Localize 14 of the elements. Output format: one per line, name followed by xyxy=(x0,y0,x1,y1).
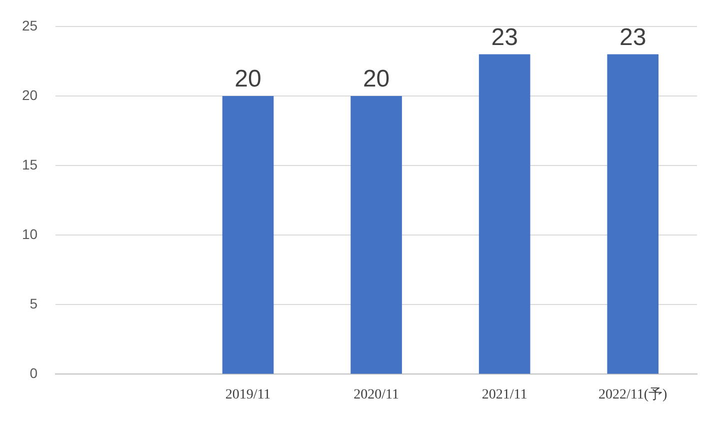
y-tick-label: 5 xyxy=(30,296,38,312)
y-tick-label: 0 xyxy=(30,365,38,382)
x-tick-label: 2019/11 xyxy=(225,387,271,402)
data-label: 20 xyxy=(362,66,390,93)
data-label: 23 xyxy=(491,24,518,51)
data-label: 23 xyxy=(620,24,646,51)
x-tick-label: 2020/11 xyxy=(354,387,399,402)
y-tick-label: 20 xyxy=(22,86,38,103)
data-label: 20 xyxy=(234,66,262,93)
y-tick-label: 25 xyxy=(22,17,38,34)
y-tick-label: 15 xyxy=(22,156,38,172)
y-tick-label: 10 xyxy=(22,226,38,242)
x-tick-label: 2021/11 xyxy=(482,387,528,402)
x-tick-label: 2022/11(予) xyxy=(598,386,668,402)
